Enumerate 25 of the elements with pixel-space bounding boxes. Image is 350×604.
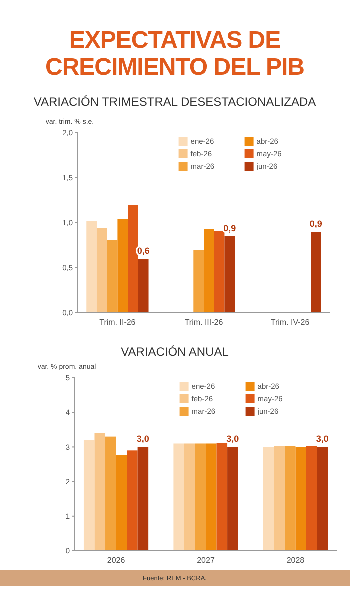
chart-title: VARIACIÓN ANUAL [121,345,230,359]
bar [128,205,138,313]
x-tick-label: Trim. II-26 [100,318,136,327]
data-label: 0,9 [224,224,236,234]
bar [224,236,236,313]
chart-title: EXPECTATIVAS DE CRECIMIENTO DEL PIB [46,27,305,81]
x-tick-label: Trim. III-26 [184,318,224,327]
bar [86,221,97,313]
bar [118,219,128,313]
bar [96,228,108,313]
bar [214,231,225,313]
bar [194,250,204,313]
data-label: 3,0 [226,434,240,444]
data-label: 0,9 [310,219,322,229]
x-tick-label: 2028 [286,556,306,565]
bar [138,259,149,313]
x-tick-label: Trim. IV-26 [270,318,310,327]
bar [107,240,118,313]
bar [204,229,214,313]
chart-subtitle: VARIACIÓN TRIMESTRAL DESESTACIONALIZADA [34,95,316,109]
data-label: 3,0 [136,434,150,444]
data-label: 3,0 [316,434,329,444]
x-tick-label: 2026 [107,556,126,565]
x-tick-label: 2027 [197,556,216,565]
bar [311,232,322,313]
